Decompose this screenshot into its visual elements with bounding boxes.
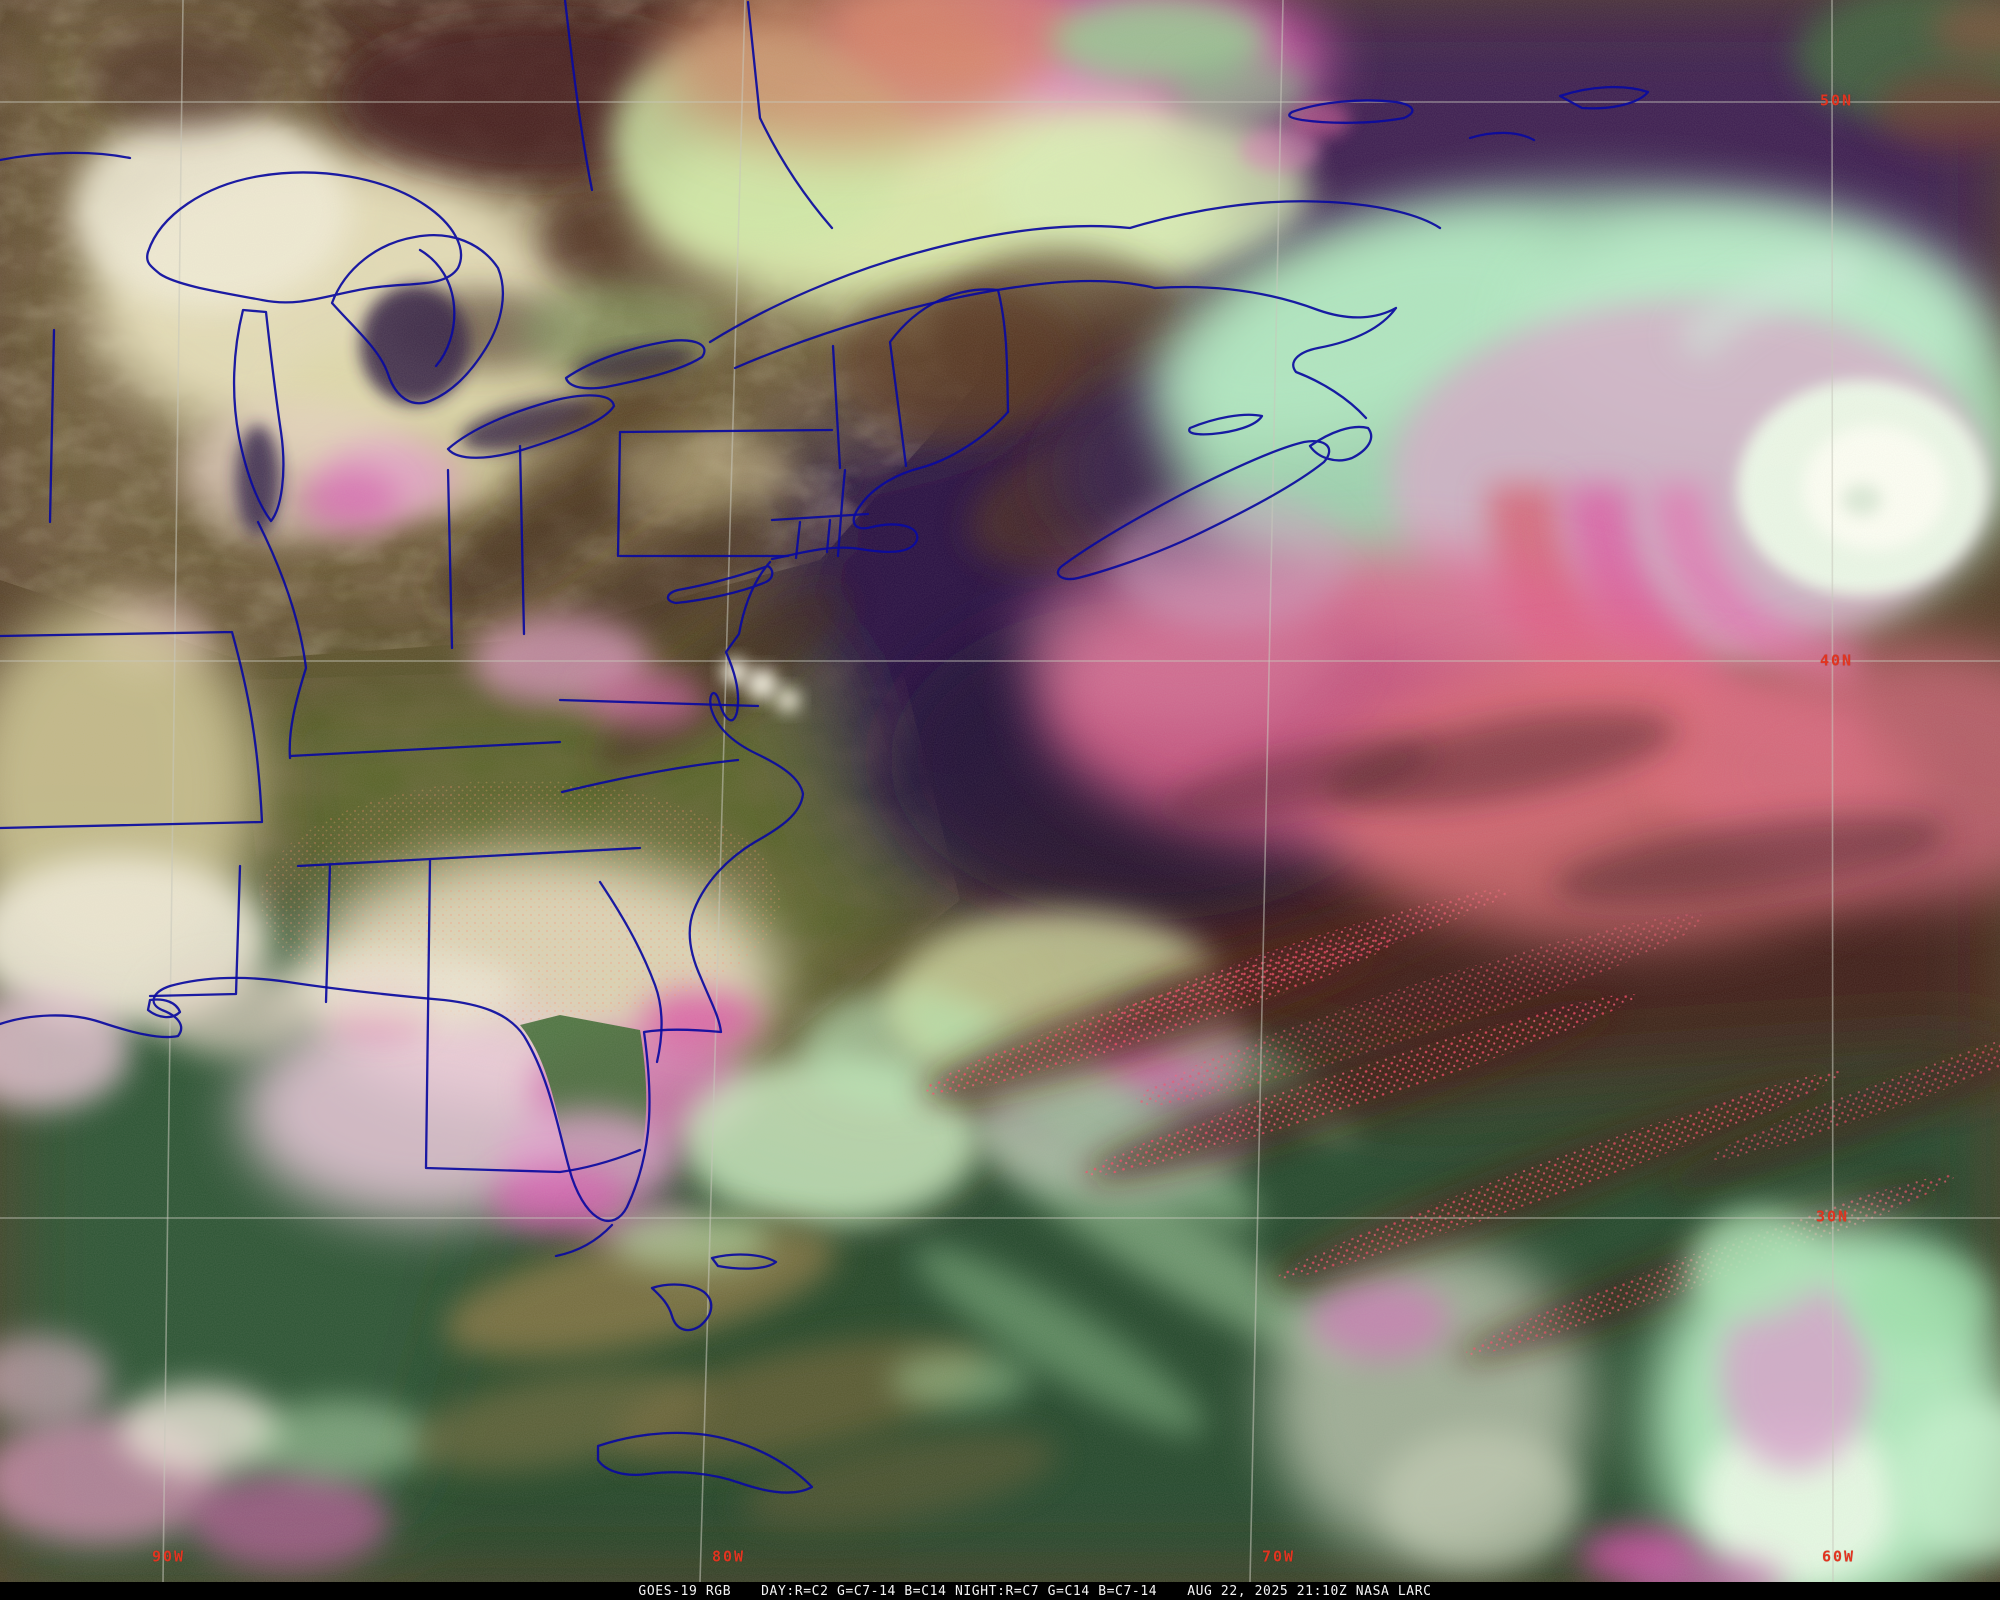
island-outlines [596, 1253, 814, 1494]
us-coastline [0, 410, 1010, 1258]
caption-bar: GOES-19 RGB DAY:R=C2 G=C7-14 B=C14 NIGHT… [0, 1582, 2000, 1600]
caption-timestamp: AUG 22, 2025 21:10Z NASA LARC [1187, 1583, 1432, 1599]
caption-text: GOES-19 RGB DAY:R=C2 G=C7-14 B=C14 NIGHT… [638, 1584, 1431, 1599]
canada-boundaries [0, 0, 1650, 581]
caption-recipe: DAY:R=C2 G=C7-14 B=C14 NIGHT:R=C7 G=C14 … [761, 1583, 1158, 1599]
great-lakes-outline [146, 171, 706, 523]
caption-product: GOES-19 RGB [638, 1583, 732, 1599]
state-borders [0, 288, 1010, 1174]
map-boundaries [0, 0, 1650, 1494]
